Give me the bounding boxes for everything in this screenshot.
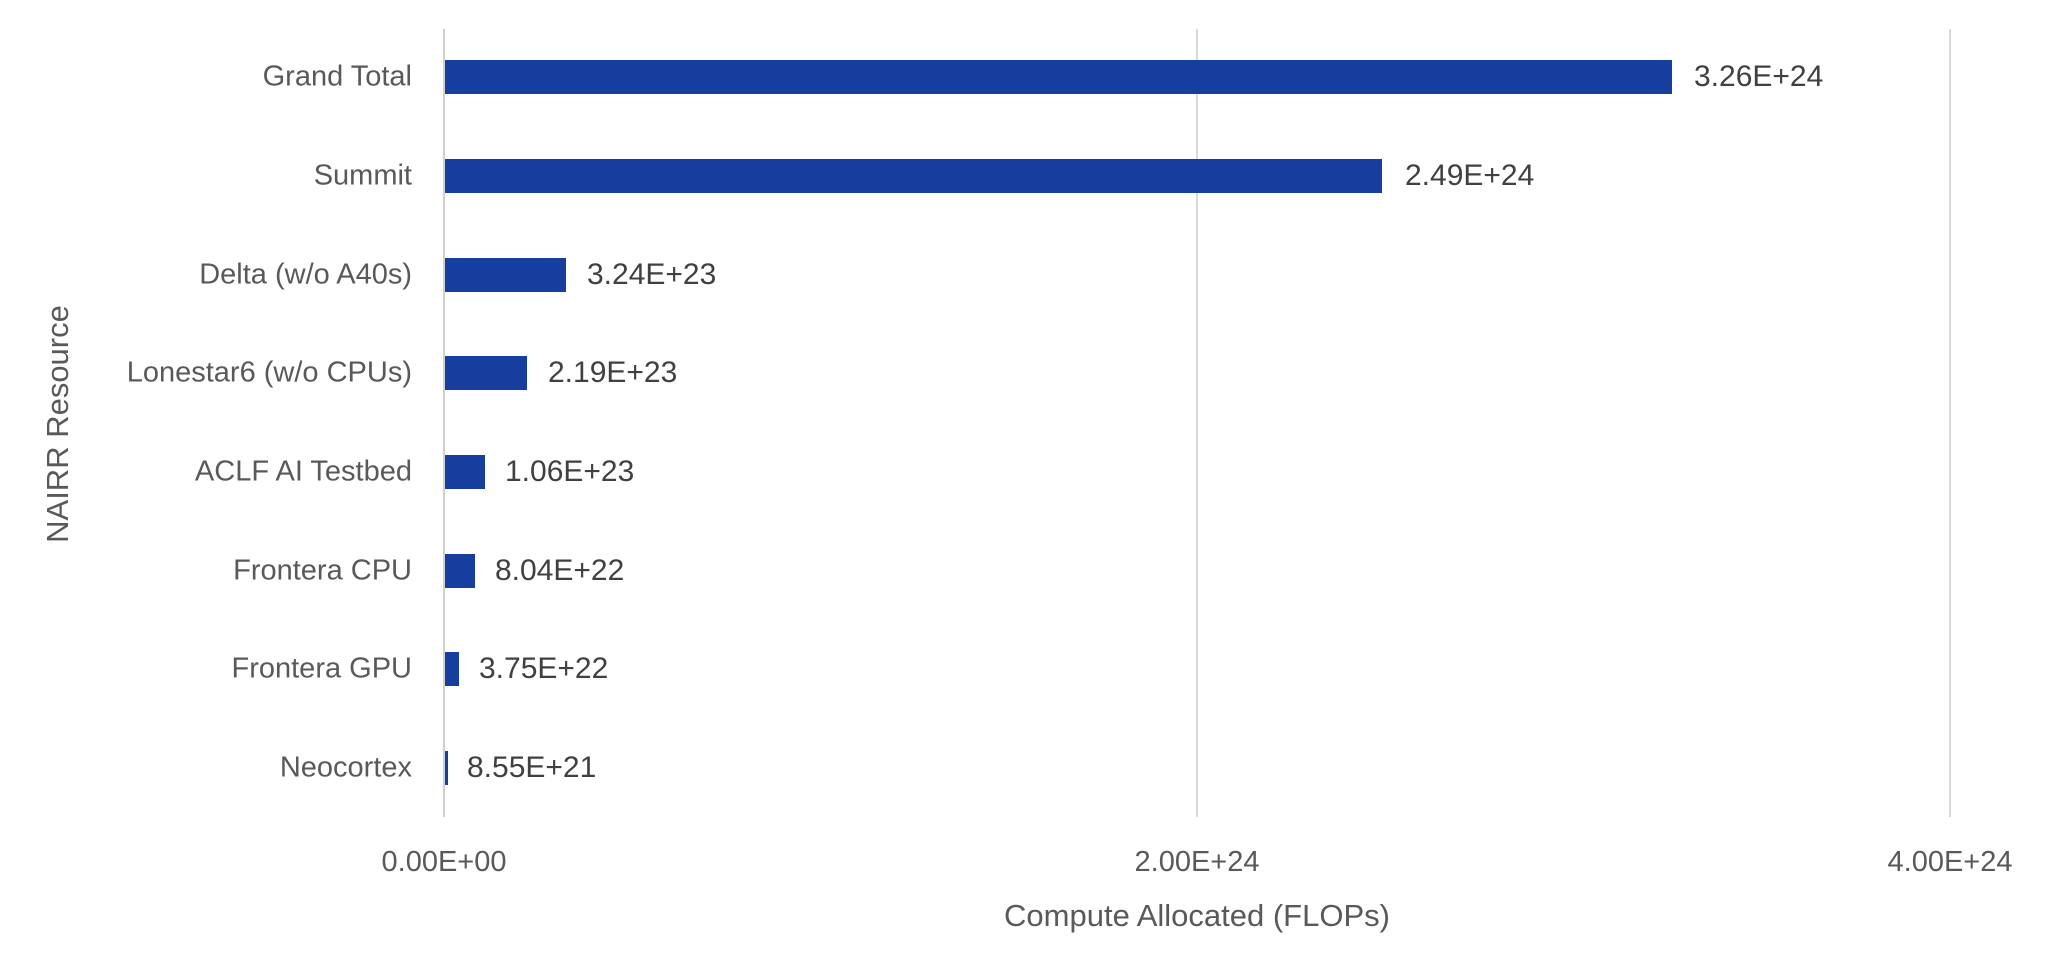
x-tick-0: 0.00E+00 xyxy=(381,846,507,878)
gridline-4e24 xyxy=(1949,29,1951,817)
bar-neocortex xyxy=(445,751,448,785)
x-axis-title: Compute Allocated (FLOPs) xyxy=(1004,898,1390,933)
bar-row-grand-total: Grand Total 3.26E+24 xyxy=(0,60,2048,94)
bar-row-summit: Summit 2.49E+24 xyxy=(0,159,2048,193)
bar-aclf-ai-testbed xyxy=(445,455,485,489)
value-label: 3.75E+22 xyxy=(479,652,609,685)
value-label: 3.26E+24 xyxy=(1694,60,1824,93)
bar-row-delta: Delta (w/o A40s) 3.24E+23 xyxy=(0,258,2048,292)
bar-row-frontera-cpu: Frontera CPU 8.04E+22 xyxy=(0,554,2048,588)
x-tick-2: 4.00E+24 xyxy=(1887,846,2013,878)
category-label: Summit xyxy=(313,159,412,192)
bar-row-frontera-gpu: Frontera GPU 3.75E+22 xyxy=(0,652,2048,686)
bar-frontera-cpu xyxy=(445,554,475,588)
bar-frontera-gpu xyxy=(445,652,459,686)
y-axis-line xyxy=(443,29,445,817)
bar-grand-total xyxy=(445,60,1672,94)
bar-summit xyxy=(445,159,1382,193)
category-label: Neocortex xyxy=(279,751,412,784)
category-label: ACLF AI Testbed xyxy=(194,455,412,488)
category-label: Frontera CPU xyxy=(233,554,412,587)
gridline-2e24 xyxy=(1196,29,1198,817)
category-label: Lonestar6 (w/o CPUs) xyxy=(126,356,412,389)
value-label: 2.49E+24 xyxy=(1405,159,1535,192)
category-label: Delta (w/o A40s) xyxy=(199,258,412,291)
bar-lonestar6 xyxy=(445,356,527,390)
category-label: Grand Total xyxy=(262,60,412,93)
x-tick-1: 2.00E+24 xyxy=(1134,846,1260,878)
value-label: 3.24E+23 xyxy=(587,258,717,291)
value-label: 8.04E+22 xyxy=(495,554,625,587)
bar-row-neocortex: Neocortex 8.55E+21 xyxy=(0,751,2048,785)
y-axis-title: NAIRR Resource xyxy=(40,305,75,543)
value-label: 1.06E+23 xyxy=(505,455,635,488)
bar-delta xyxy=(445,258,566,292)
bar-row-aclf-ai-testbed: ACLF AI Testbed 1.06E+23 xyxy=(0,455,2048,489)
value-label: 8.55E+21 xyxy=(467,751,597,784)
value-label: 2.19E+23 xyxy=(548,356,678,389)
bar-row-lonestar6: Lonestar6 (w/o CPUs) 2.19E+23 xyxy=(0,356,2048,390)
category-label: Frontera GPU xyxy=(231,652,413,685)
